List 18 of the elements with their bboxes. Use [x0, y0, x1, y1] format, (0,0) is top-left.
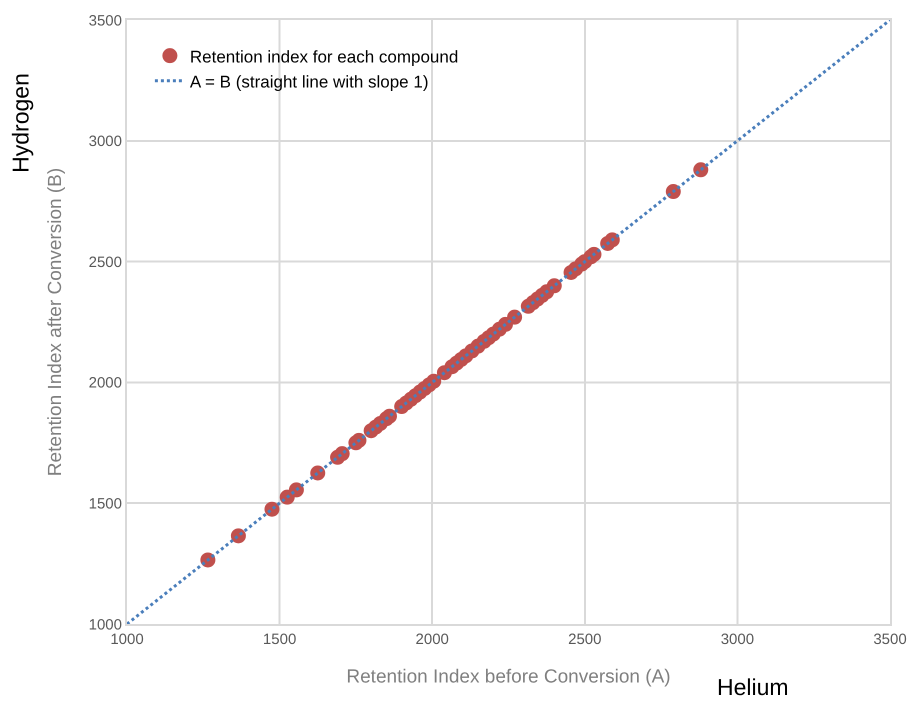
y-tick-label: 1000	[88, 616, 122, 634]
x-tick-label: 2000	[416, 631, 449, 648]
text: Hydrogen	[8, 73, 34, 173]
y-tick-label: 3500	[88, 12, 122, 30]
y-tick-label: 3000	[88, 133, 122, 150]
y-tick-label: 2000	[88, 374, 122, 392]
x-tick-label: 1000	[110, 631, 144, 648]
x-tick-label: 3500	[873, 631, 907, 648]
x-axis-title: Retention Index before Conversion (A)	[346, 666, 671, 688]
x-tick-label: 1500	[262, 631, 296, 648]
x-tick-label: 2500	[568, 631, 602, 648]
y-axis-title: Retention Index after Conversion (B)	[44, 168, 66, 476]
x-tick-label: 3000	[720, 631, 754, 648]
text: Helium	[717, 674, 789, 700]
y-tick-label: 2500	[88, 254, 122, 271]
y-tick-label: 1500	[88, 495, 122, 512]
legend-label: A = B (straight line with slope 1)	[190, 72, 428, 92]
legend-label: Retention index for each compound	[190, 47, 458, 66]
